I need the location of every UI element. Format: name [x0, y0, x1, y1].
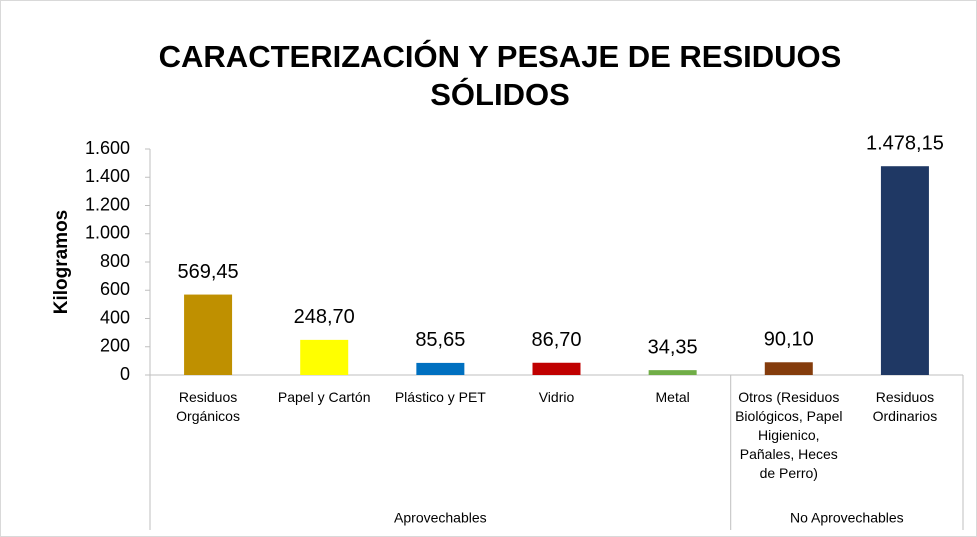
bar: [532, 362, 581, 375]
group-label: Aprovechables: [394, 510, 487, 526]
x-tick-label: Plástico y PET: [394, 389, 486, 405]
bar: [300, 339, 349, 375]
bar: [416, 362, 465, 375]
y-axis-label: Kilogramos: [51, 210, 72, 315]
data-label: 85,65: [415, 329, 465, 351]
x-tick-label: Otros (Residuos Biológicos, Papel Higien…: [735, 389, 843, 481]
data-label: 86,70: [531, 329, 581, 351]
y-tick-label: 0: [120, 364, 130, 384]
x-tick-label: Residuos Orgánicos: [176, 389, 240, 424]
data-label: 34,35: [648, 336, 698, 358]
y-tick-label: 1.600: [85, 138, 130, 158]
y-tick-label: 1.200: [85, 194, 130, 214]
y-tick-label: 1.400: [85, 166, 130, 186]
y-tick-label: 600: [100, 279, 130, 299]
x-tick-label: Vidrio: [538, 389, 575, 405]
data-label: 90,10: [764, 329, 814, 351]
data-label: 569,45: [177, 261, 238, 283]
x-tick-label: Papel y Cartón: [277, 389, 371, 405]
y-tick-label: 1.000: [85, 223, 130, 243]
chart-title: CARACTERIZACIÓN Y PESAJE DE RESIDUOS SÓL…: [158, 39, 842, 112]
bar: [764, 362, 813, 375]
bar: [648, 370, 697, 375]
bar: [184, 294, 233, 375]
y-tick-label: 200: [100, 336, 130, 356]
group-label: No Aprovechables: [790, 510, 904, 526]
x-tick-label: Metal: [655, 389, 690, 405]
x-tick-label: Residuos Ordinarios: [872, 389, 938, 424]
y-tick-label: 800: [100, 251, 130, 271]
y-tick-label: 400: [100, 307, 130, 327]
data-label: 248,70: [294, 306, 355, 328]
bar: [880, 166, 929, 375]
data-label: 1.478,15: [866, 132, 944, 154]
